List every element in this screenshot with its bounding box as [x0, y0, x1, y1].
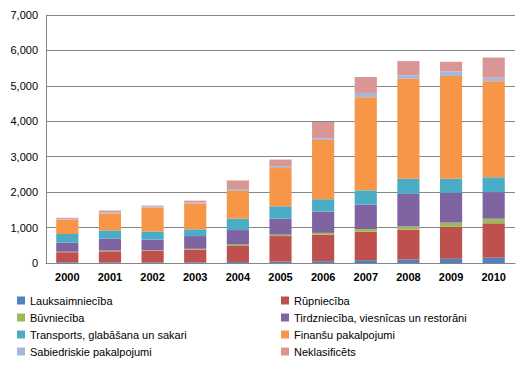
svg-text:2002: 2002: [140, 271, 164, 283]
svg-text:4,000: 4,000: [10, 115, 38, 127]
svg-text:2003: 2003: [183, 271, 207, 283]
svg-text:2000: 2000: [55, 271, 79, 283]
svg-text:0: 0: [32, 257, 38, 269]
svg-text:3,000: 3,000: [10, 151, 38, 163]
svg-text:Neklasificēts: Neklasificēts: [294, 346, 356, 358]
svg-text:6,000: 6,000: [10, 44, 38, 56]
svg-text:Sabiedriskie pakalpojumi: Sabiedriskie pakalpojumi: [30, 346, 152, 358]
svg-text:7,000: 7,000: [10, 9, 38, 21]
svg-text:Tirdzniecība, viesnīcas un res: Tirdzniecība, viesnīcas un restorāni: [294, 312, 467, 324]
svg-text:2007: 2007: [354, 271, 378, 283]
svg-text:2006: 2006: [311, 271, 335, 283]
svg-text:2008: 2008: [396, 271, 420, 283]
svg-text:2,000: 2,000: [10, 186, 38, 198]
svg-text:Rūpniecība: Rūpniecība: [294, 295, 351, 307]
svg-text:2010: 2010: [481, 271, 505, 283]
svg-text:5,000: 5,000: [10, 80, 38, 92]
svg-text:2004: 2004: [226, 271, 251, 283]
svg-text:Finanšu pakalpojumi: Finanšu pakalpojumi: [294, 329, 395, 341]
svg-text:2001: 2001: [98, 271, 122, 283]
svg-text:Transports, glabāšana un sakar: Transports, glabāšana un sakari: [30, 329, 187, 341]
svg-text:Lauksaimniecība: Lauksaimniecība: [30, 295, 113, 307]
svg-text:1,000: 1,000: [10, 222, 38, 234]
svg-text:2009: 2009: [439, 271, 463, 283]
svg-text:2005: 2005: [268, 271, 292, 283]
svg-text:Būvniecība: Būvniecība: [30, 312, 85, 324]
